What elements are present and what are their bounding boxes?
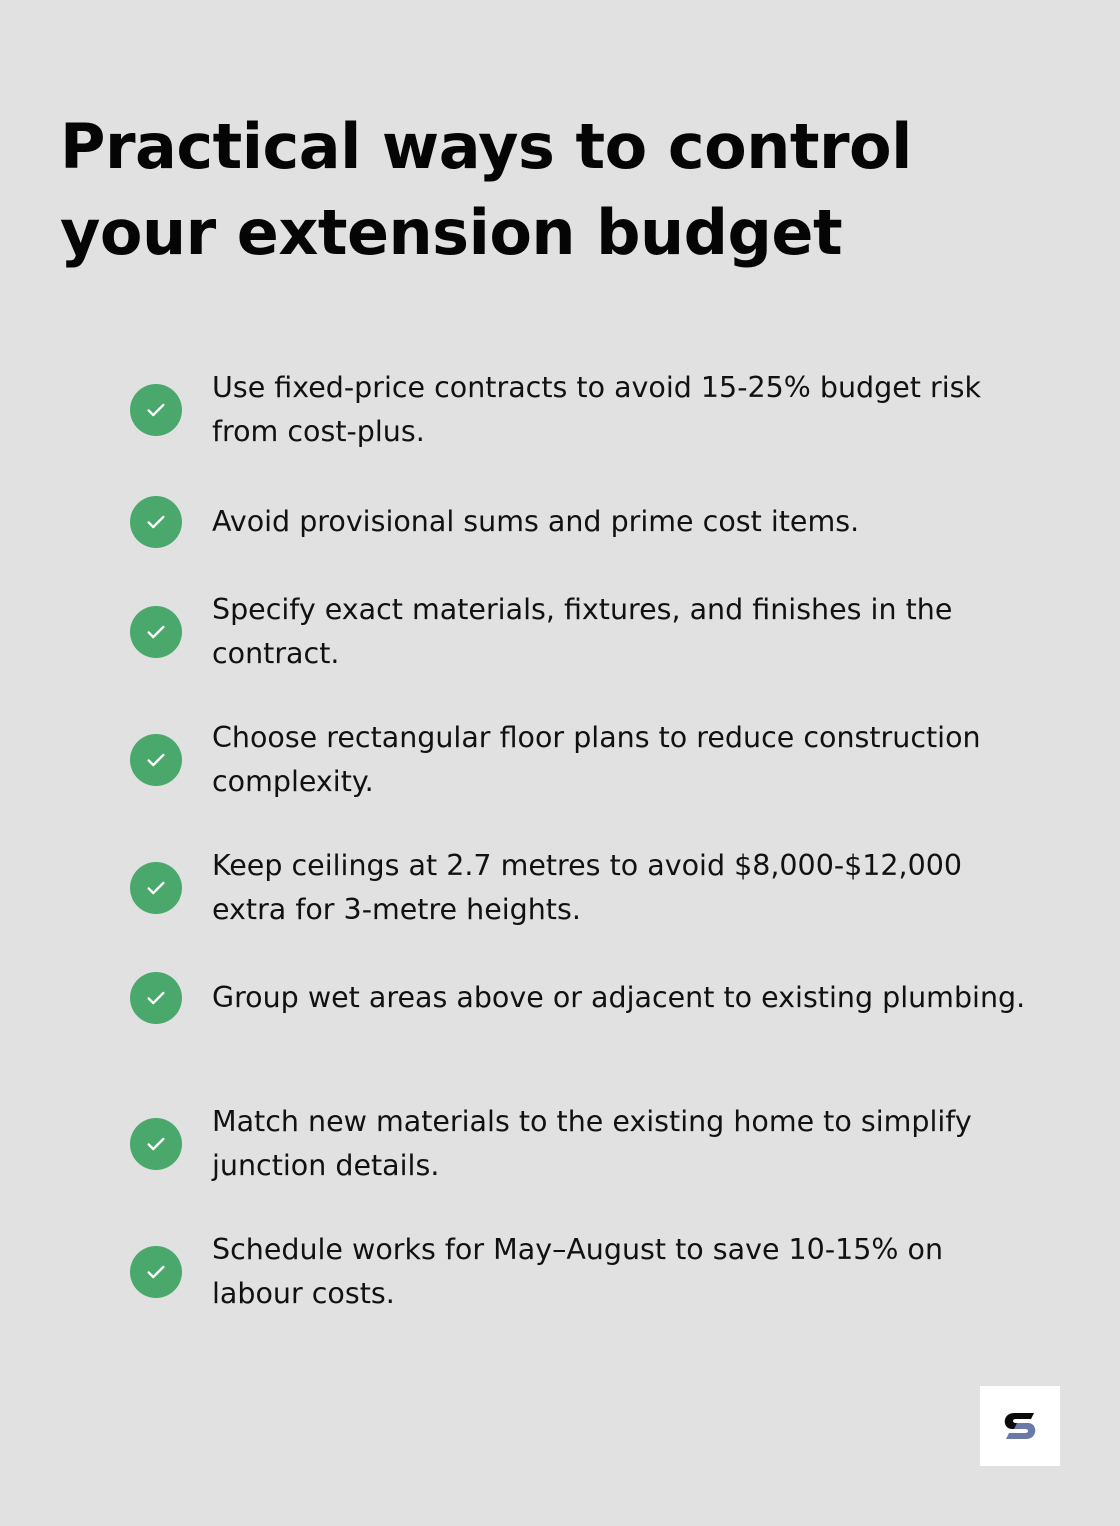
list-item-text: Keep ceilings at 2.7 metres to avoid $8,… — [212, 849, 962, 926]
check-circle-icon — [130, 972, 182, 1024]
check-circle-icon — [130, 496, 182, 548]
check-circle-icon — [130, 734, 182, 786]
list-item: Schedule works for May–August to save 10… — [130, 1228, 1042, 1316]
check-circle-icon — [130, 384, 182, 436]
list-item-text: Schedule works for May–August to save 10… — [212, 1233, 944, 1310]
check-circle-icon — [130, 862, 182, 914]
list-item-text: Match new materials to the existing home… — [212, 1105, 972, 1182]
list-item: Avoid provisional sums and prime cost it… — [130, 496, 1042, 548]
list-item: Keep ceilings at 2.7 metres to avoid $8,… — [130, 844, 1042, 932]
list-item: Choose rectangular floor plans to reduce… — [130, 716, 1042, 804]
list-item-text: Use fixed-price contracts to avoid 15-25… — [212, 371, 981, 448]
check-circle-icon — [130, 1246, 182, 1298]
list-item-text: Group wet areas above or adjacent to exi… — [212, 981, 1026, 1014]
list-item-text: Specify exact materials, fixtures, and f… — [212, 593, 953, 670]
list-item-text: Avoid provisional sums and prime cost it… — [212, 505, 860, 538]
list-item: Use fixed-price contracts to avoid 15-25… — [130, 366, 1042, 454]
list-item: Match new materials to the existing home… — [130, 1100, 1042, 1188]
brand-logo — [980, 1386, 1060, 1466]
list-item-text: Choose rectangular floor plans to reduce… — [212, 721, 981, 798]
check-circle-icon — [130, 606, 182, 658]
list-item: Group wet areas above or adjacent to exi… — [130, 972, 1042, 1024]
list-item: Specify exact materials, fixtures, and f… — [130, 588, 1042, 676]
page-title: Practical ways to control your extension… — [60, 110, 912, 269]
check-circle-icon — [130, 1118, 182, 1170]
brand-logo-icon — [1004, 1413, 1036, 1439]
